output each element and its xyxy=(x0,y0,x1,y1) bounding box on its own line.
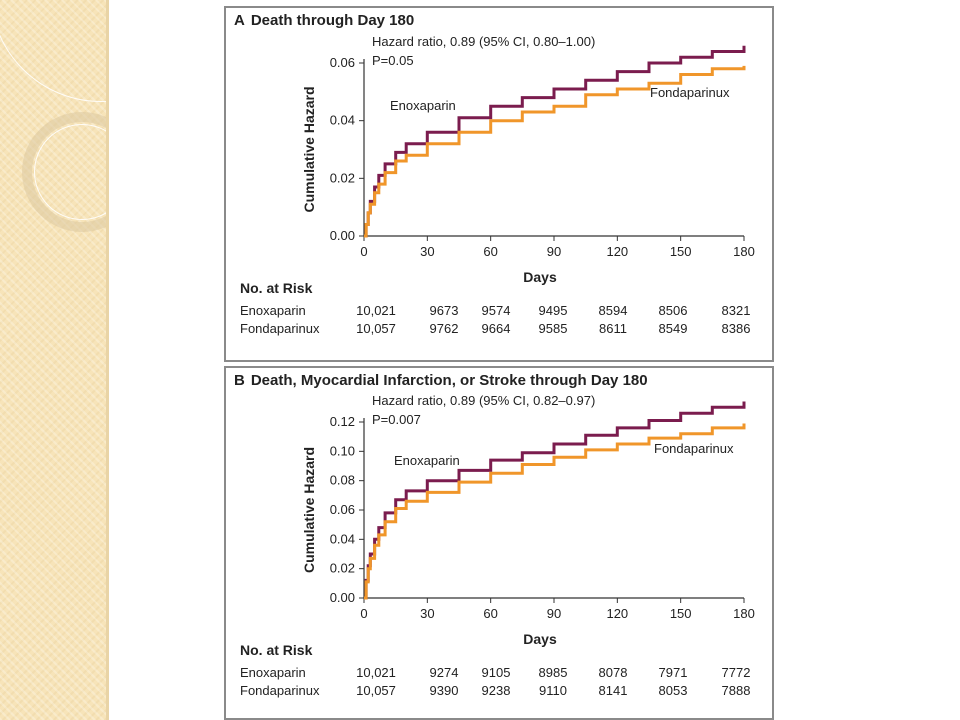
risk-value: 8985 xyxy=(538,665,568,680)
x-axis-label: Days xyxy=(523,631,557,647)
series-label: Enoxaparin xyxy=(390,98,456,113)
series-line-fondaparinux xyxy=(364,65,746,238)
x-tick-label: 60 xyxy=(483,606,497,621)
y-tick-label: 0.00 xyxy=(330,590,355,605)
series-label: Fondaparinux xyxy=(654,441,734,456)
x-tick-label: 30 xyxy=(420,244,434,259)
hazard-annotation: P=0.007 xyxy=(372,412,421,427)
risk-value: 9574 xyxy=(481,303,511,318)
risk-value: 10,021 xyxy=(356,303,396,318)
decorative-sidebar xyxy=(0,0,106,720)
y-tick-label: 0.02 xyxy=(330,561,355,576)
y-tick-label: 0.02 xyxy=(330,170,355,185)
y-axis-label: Cumulative Hazard xyxy=(301,447,317,573)
chart-title: Death, Myocardial Infarction, or Stroke … xyxy=(250,372,648,389)
y-axis-label: Cumulative Hazard xyxy=(301,86,317,212)
risk-value: 8053 xyxy=(658,683,688,698)
risk-value: 7971 xyxy=(658,665,688,680)
x-tick-label: 90 xyxy=(547,244,561,259)
x-axis-label: Days xyxy=(523,269,557,285)
y-tick-label: 0.04 xyxy=(330,531,355,546)
panel-a: A Death through Day 180 0 30 60 90 120 150 180 0… xyxy=(224,6,774,362)
risk-table-title: No. at Risk xyxy=(240,280,313,296)
risk-value: 8321 xyxy=(721,303,751,318)
ring-decoration xyxy=(0,0,106,102)
risk-value: 10,057 xyxy=(356,683,396,698)
chart-plot-a: 0 30 60 90 120 150 180 0.00 0.02 0.04 0.06 Days Cumu… xyxy=(301,34,755,285)
x-tick-label: 60 xyxy=(483,244,497,259)
risk-value: 10,057 xyxy=(356,321,396,336)
chart-title: Death through Day 180 xyxy=(250,12,415,29)
risk-row-label: Enoxaparin xyxy=(240,303,306,318)
x-tick-label: 0 xyxy=(360,606,367,621)
chart-plot-b: 0 30 60 90 120 150 180 0.00 0.02 0.04 0.06 0.08 0.10… xyxy=(301,393,755,647)
risk-value: 9105 xyxy=(481,665,511,680)
series-line-fondaparinux xyxy=(364,423,746,600)
hazard-annotation: Hazard ratio, 0.89 (95% CI, 0.82–0.97) xyxy=(372,393,595,408)
hazard-annotation: P=0.05 xyxy=(372,53,414,68)
x-tick-label: 120 xyxy=(606,244,628,259)
y-tick-label: 0.06 xyxy=(330,55,355,70)
series-label: Fondaparinux xyxy=(650,85,730,100)
y-tick-label: 0.00 xyxy=(330,228,355,243)
risk-value: 8594 xyxy=(598,303,628,318)
panel-letter: A xyxy=(234,12,245,29)
x-tick-label: 90 xyxy=(547,606,561,621)
series-label: Enoxaparin xyxy=(394,453,460,468)
risk-row-label: Fondaparinux xyxy=(240,683,320,698)
risk-value: 9762 xyxy=(429,321,459,336)
x-tick-label: 150 xyxy=(670,244,692,259)
risk-value: 9495 xyxy=(538,303,568,318)
risk-value: 8141 xyxy=(598,683,628,698)
y-tick-label: 0.12 xyxy=(330,414,355,429)
risk-value: 9673 xyxy=(429,303,459,318)
panel-letter: B xyxy=(234,372,245,389)
y-tick-label: 0.08 xyxy=(330,473,355,488)
x-tick-label: 120 xyxy=(606,606,628,621)
risk-value: 9664 xyxy=(481,321,511,336)
x-tick-label: 180 xyxy=(733,244,755,259)
panel-b: B Death, Myocardial Infarction, or Stroke… xyxy=(224,366,774,720)
risk-value: 8549 xyxy=(658,321,688,336)
risk-value: 8611 xyxy=(599,321,627,336)
y-tick-label: 0.10 xyxy=(330,443,355,458)
risk-table-title: No. at Risk xyxy=(240,642,313,658)
risk-row-label: Enoxaparin xyxy=(240,665,306,680)
x-tick-label: 180 xyxy=(733,606,755,621)
risk-row-label: Fondaparinux xyxy=(240,321,320,336)
y-tick-label: 0.04 xyxy=(330,113,355,128)
risk-value: 9274 xyxy=(429,665,459,680)
x-tick-label: 30 xyxy=(420,606,434,621)
panel-title: B Death, Myocardial Infarction, or Stroke… xyxy=(234,372,648,389)
risk-value: 7888 xyxy=(721,683,751,698)
risk-value: 9110 xyxy=(539,683,567,698)
risk-value: 10,021 xyxy=(356,665,396,680)
x-tick-label: 150 xyxy=(670,606,692,621)
risk-table-a: No. at Risk Enoxaparin 10,021 9673 9574 9495 8… xyxy=(226,8,772,360)
hazard-annotation: Hazard ratio, 0.89 (95% CI, 0.80–1.00) xyxy=(372,34,595,49)
risk-value: 9390 xyxy=(429,683,459,698)
x-tick-label: 0 xyxy=(360,244,367,259)
ring-decoration xyxy=(22,112,106,232)
risk-value: 9585 xyxy=(538,321,568,336)
y-tick-label: 0.06 xyxy=(330,502,355,517)
risk-value: 7772 xyxy=(721,665,751,680)
risk-value: 8078 xyxy=(598,665,628,680)
risk-value: 9238 xyxy=(481,683,511,698)
sidebar-divider xyxy=(106,0,109,720)
risk-value: 8386 xyxy=(721,321,751,336)
risk-table-b: No. at Risk Enoxaparin 10,021 9274 9105 8985 8… xyxy=(226,368,772,718)
panel-title: A Death through Day 180 xyxy=(234,12,414,29)
risk-value: 8506 xyxy=(658,303,688,318)
